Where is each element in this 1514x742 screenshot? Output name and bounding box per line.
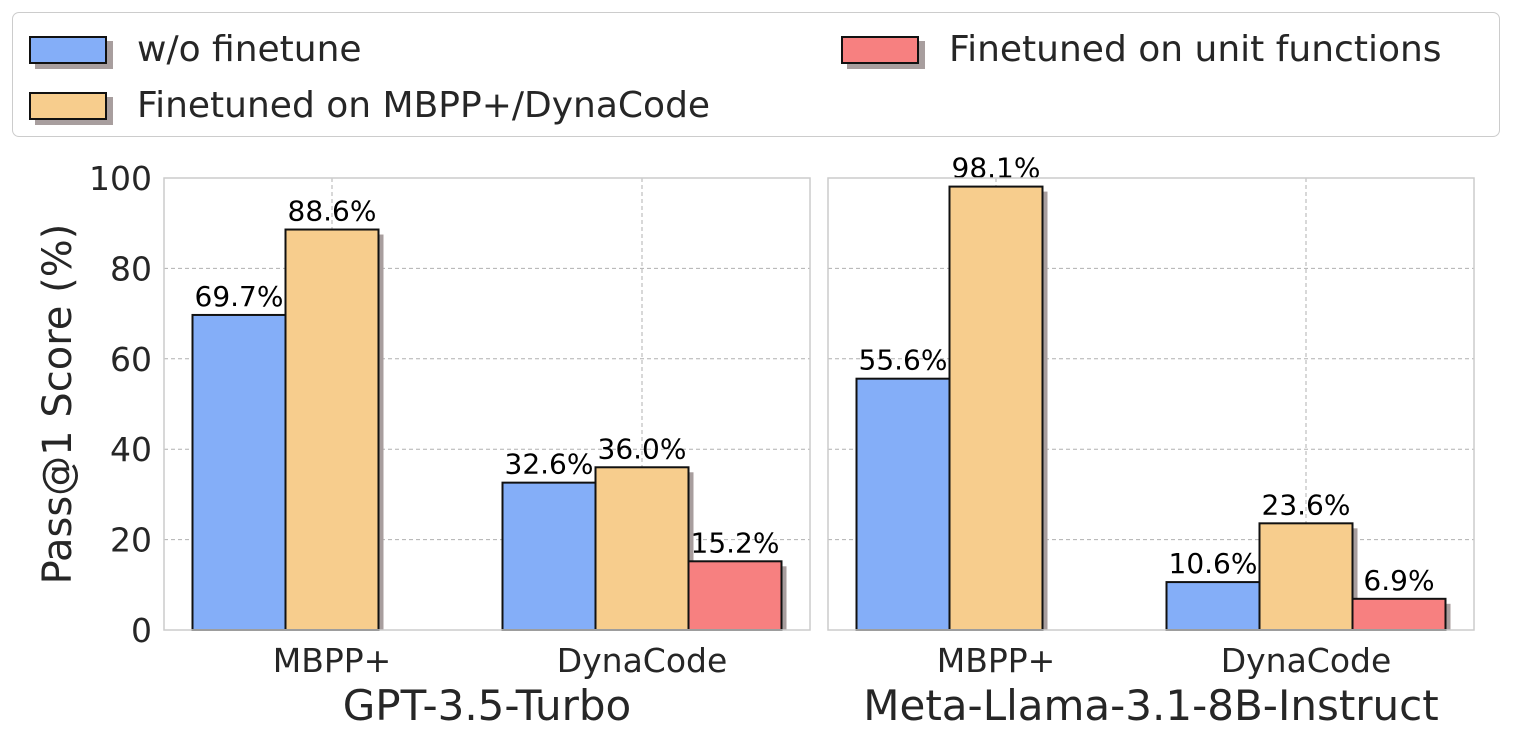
data-label: 69.7% [195,280,284,313]
data-label: 10.6% [1169,547,1258,580]
legend-swatch-red [841,35,919,64]
bar-dynacode-series-0 [501,481,597,632]
data-label: 15.2% [691,526,780,559]
panel-frame [827,177,1475,631]
panel-title: Meta-Llama-3.1-8B-Instruct [863,681,1439,730]
data-label: 6.9% [1363,564,1434,597]
data-label: 55.6% [859,344,948,377]
y-axis-label: Pass@1 Score (%) [35,224,81,585]
legend: w/o finetune Finetuned on MBPP+/DynaCode… [12,12,1500,137]
y-tick-label: 20 [110,521,152,560]
y-tick-label: 100 [89,159,152,198]
legend-item-finetuned-unit-functions: Finetuned on unit functions [841,29,1442,70]
bar-dynacode-series-0 [1165,581,1261,632]
legend-label: Finetuned on unit functions [949,29,1442,70]
x-tick-label: DynaCode [1221,641,1392,680]
data-label: 36.0% [598,432,687,465]
data-label: 32.6% [505,448,594,481]
x-tick-label: DynaCode [557,641,728,680]
x-tick-label: MBPP+ [937,641,1056,680]
data-label: 98.1% [952,152,1041,185]
bar-mbpp--series-0 [855,377,951,631]
legend-swatch-orange [29,91,107,120]
legend-label: w/o finetune [137,29,362,70]
bar-mbpp--series-1 [284,228,380,631]
y-tick-label: 40 [110,430,152,469]
data-label: 23.6% [1262,488,1351,521]
legend-swatch-blue [29,35,107,64]
y-tick-label: 60 [110,340,152,379]
panel-frame [163,177,811,631]
panel-title: GPT-3.5-Turbo [343,681,631,730]
legend-item-w-o-finetune: w/o finetune [29,29,362,70]
bar-dynacode-series-1 [1258,522,1354,631]
data-label: 88.6% [288,195,377,228]
bar-dynacode-series-2 [1351,597,1447,632]
bar-mbpp--series-1 [948,185,1044,631]
y-tick-label: 80 [110,249,152,288]
y-tick-label: 0 [131,611,152,650]
legend-label: Finetuned on MBPP+/DynaCode [137,85,711,126]
bar-dynacode-series-2 [687,560,783,632]
legend-item-finetuned-mbpp-dynacode: Finetuned on MBPP+/DynaCode [29,85,710,126]
x-tick-label: MBPP+ [273,641,392,680]
bar-dynacode-series-1 [594,466,690,631]
bar-mbpp--series-0 [191,313,287,631]
